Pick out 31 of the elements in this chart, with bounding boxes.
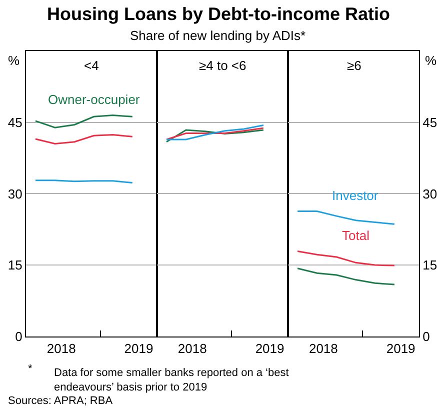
text: Share of new lending by ADIs* (130, 28, 306, 43)
y-tick-label: 45 (8, 114, 22, 130)
line-series (34, 134, 134, 145)
y-tick-label: 0 (15, 328, 22, 344)
text: * Data for some smaller banks reported on a ‘best endeavours’ basis prior to 2019 (28, 363, 289, 394)
x-tick-label: 2018 (308, 341, 338, 356)
y-tick-label: 30 (422, 186, 437, 202)
y-tick-label: 0 (422, 328, 430, 344)
y-tick-label: 15 (422, 258, 437, 273)
y-tick-label: 30 (8, 186, 22, 202)
y-axis-title: % (8, 53, 20, 68)
series-label: Investor (332, 188, 379, 203)
x-tick-label: 2019 (255, 341, 284, 356)
text: ≥6 (347, 58, 362, 73)
x-tick-label: 2019 (386, 341, 416, 356)
text: ≥4 to <6 (199, 58, 246, 73)
y-tick-label: 15 (8, 258, 22, 273)
series-label: Total (342, 228, 370, 243)
x-tick-label: 2018 (46, 341, 76, 356)
y-axis-title: % (425, 53, 437, 68)
x-tick-label: 2018 (178, 341, 207, 356)
line-series (34, 114, 134, 128)
text: <4 (84, 58, 99, 73)
text: Housing Loans by Debt-to-income Ratio (47, 4, 390, 24)
line-series (296, 250, 396, 266)
source-note: Sources: APRA; RBA (8, 395, 114, 407)
line-series (296, 210, 396, 225)
line-series (296, 268, 396, 286)
x-tick-label: 2019 (124, 341, 154, 356)
y-tick-label: 45 (422, 114, 437, 130)
series-label: Owner-occupier (48, 92, 140, 107)
